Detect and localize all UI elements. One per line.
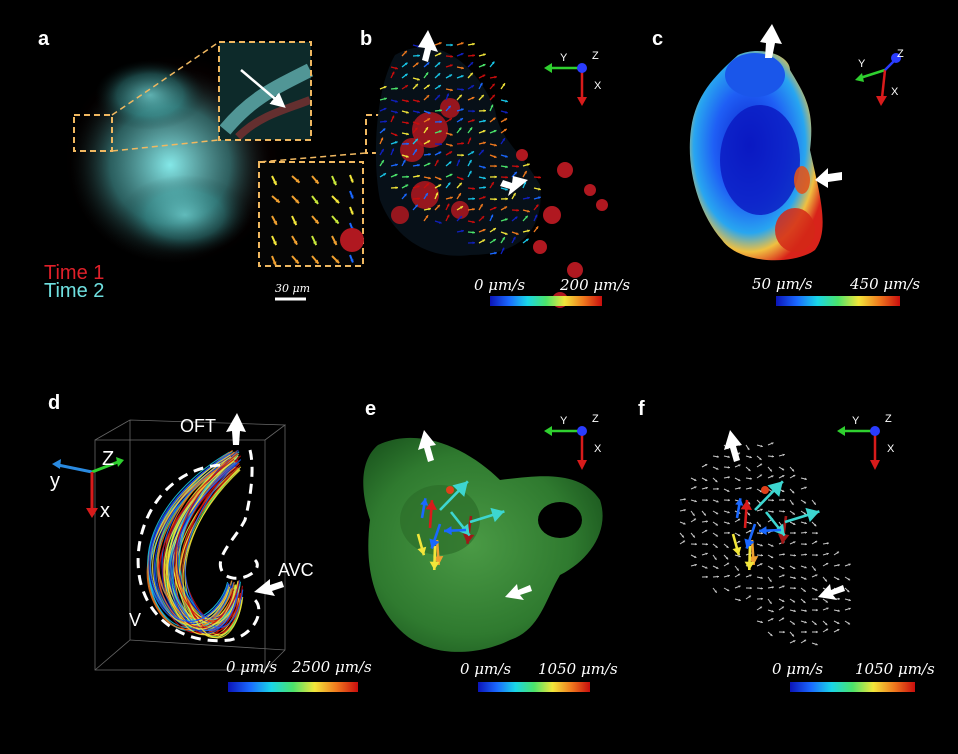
velocity-arrow-head [732,547,741,555]
cbar-e-max: 1050 μm/s [538,660,618,678]
scalebar-label: 30 μm [275,282,310,295]
axis-triad-e [544,426,587,470]
field-vector-grey-head [761,598,763,600]
panel-f-colored-vectors [732,481,819,570]
field-vector-grey-head [805,631,807,633]
cbar-b-min: 0 μm/s [474,276,525,294]
field-vector-grey-head [706,576,708,578]
axis-x-label-f: X [887,443,894,455]
field-vector-grey-head [794,532,796,534]
panel-c-surface [690,51,823,260]
cbar-d-min: 0 μm/s [226,658,277,676]
axis-y-label-f: Y [852,415,859,427]
axis-z-label-d: Z [102,448,114,471]
panel-e-surface [363,438,602,652]
field-vector-grey-head [816,598,818,600]
field-vector-grey-head [706,499,708,501]
field-vector-grey-head [750,587,752,589]
colorbar-b [490,296,602,306]
panel-d-trajectories [147,450,243,638]
label-v: V [129,610,141,631]
field-vector-grey-head [772,499,774,501]
cbar-b-max: 200 μm/s [560,276,630,294]
field-vector-grey-head [717,488,719,490]
field-vector-grey-head [717,575,719,577]
colorbar-c [776,296,900,306]
panel-label-f: f [638,398,645,421]
field-vector-head [472,54,475,57]
panel-b-vector-field [340,47,608,308]
cbar-f-max: 1050 μm/s [855,660,935,678]
axis-z-label-e: Z [592,413,599,425]
field-vector-grey-head [805,531,807,533]
field-vector-head [451,44,453,47]
colorbar-d [228,682,358,692]
axis-y-label-e: Y [560,415,567,427]
origin-point [761,486,769,494]
field-vector-grey-head [783,510,785,512]
cbar-c-max: 450 μm/s [850,275,920,293]
axis-z-label-c: Z [897,48,904,60]
axis-x-label-e: X [594,443,601,455]
field-vector-grey-head [794,554,796,556]
field-vector-grey-head [728,499,730,501]
field-vector-grey-head [816,631,818,633]
origin-point [446,486,454,494]
panel-label-d: d [48,392,60,415]
field-vector-grey-head [794,587,796,589]
panel-label-e: e [365,398,376,421]
field-vector-grey-head [783,631,785,633]
cbar-f-min: 0 μm/s [772,660,823,678]
legend-time2: Time 2 [44,280,104,303]
panel-a-image [65,42,398,299]
field-vector-grey-head [706,543,708,545]
field-vector-grey-head [805,543,807,545]
axis-x-label-b: X [594,80,601,92]
field-vector-grey-head [772,455,774,457]
axis-z-label-f: Z [885,413,892,425]
colorbar-e [478,682,590,692]
field-vector-grey-head [816,609,818,611]
axis-x-label-d: x [100,500,110,523]
field-vector-grey-head [816,554,818,556]
panel-label-b: b [360,28,372,51]
cbar-d-max: 2500 μm/s [292,658,372,676]
field-vector-grey-head [761,554,763,556]
field-vector-grey-head [805,553,807,555]
cbar-c-min: 50 μm/s [752,275,813,293]
axis-y-label-b: Y [560,52,567,64]
axis-y-label-c: Y [858,58,865,70]
field-vector-head [538,176,541,179]
panel-label-a: a [38,28,49,51]
label-avc: AVC [278,560,314,581]
colorbar-f [790,682,915,692]
field-vector-grey-head [728,466,730,468]
panel-label-c: c [652,28,663,51]
axis-triad-b [544,63,587,106]
axis-y-label-d: y [50,470,60,493]
field-vector-grey-head [695,543,697,545]
field-vector-grey-head [761,587,763,589]
field-vector-grey-head [706,520,708,522]
axis-z-label-b: Z [592,50,599,62]
label-oft: OFT [180,416,216,437]
cbar-e-min: 0 μm/s [460,660,511,678]
field-vector-grey-head [783,499,785,501]
field-vector-grey-head [838,598,840,600]
axis-triad-f [837,426,880,470]
field-vector-grey-head [816,532,818,534]
field-vector-grey-head [728,532,730,534]
axis-x-label-c: X [891,86,898,98]
panel-f-vectors [680,442,851,645]
